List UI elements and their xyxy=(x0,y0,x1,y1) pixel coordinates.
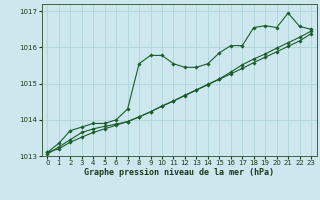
X-axis label: Graphe pression niveau de la mer (hPa): Graphe pression niveau de la mer (hPa) xyxy=(84,168,274,177)
